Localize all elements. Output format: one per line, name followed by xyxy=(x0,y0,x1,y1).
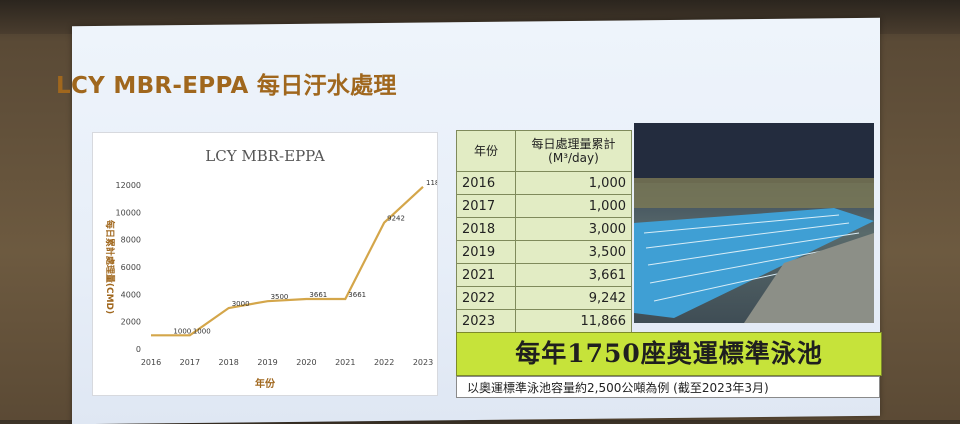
capacity-table: 年份 每日處理量累計 (M³/day) 2016 1,000 2017 1,000 201… xyxy=(456,130,632,333)
y-tick-label: 0 xyxy=(136,345,141,354)
y-tick-label: 12000 xyxy=(116,181,141,190)
table-header-capacity-line: (M³/day) xyxy=(548,151,599,165)
chart-svg: LCY MBR-EPPA 0 2000 4000 6000 8000 10000 12000 2… xyxy=(104,147,437,390)
x-tick-label: 2019 xyxy=(257,358,277,367)
table-cell-year: 2021 xyxy=(456,263,516,287)
x-tick-label: 2017 xyxy=(180,358,200,367)
table-row: 2017 1,000 xyxy=(456,194,632,218)
swimming-pool-photo xyxy=(634,123,874,323)
table-row: 2023 11,866 xyxy=(456,309,632,333)
table-cell-year: 2019 xyxy=(456,240,516,264)
table-cell-year: 2018 xyxy=(456,217,516,241)
x-tick-label: 2016 xyxy=(141,358,161,367)
table-header-capacity: 每日處理量累計 (M³/day) xyxy=(515,130,632,172)
x-tick-label: 2023 xyxy=(413,358,433,367)
table-row: 2022 9,242 xyxy=(456,286,632,310)
x-axis-label: 年份 xyxy=(255,377,276,390)
table-row: 2021 3,661 xyxy=(456,263,632,287)
slide-title: LCY MBR-EPPA 每日汙水處理 xyxy=(56,73,397,99)
y-axis-label: 每日累計處理量(CMD) xyxy=(104,220,116,314)
x-tick-label: 2022 xyxy=(374,358,394,367)
pool-water xyxy=(634,208,874,318)
data-label: 1000 xyxy=(193,327,211,335)
y-tick-label: 10000 xyxy=(116,208,141,217)
table-row: 2019 3,500 xyxy=(456,240,632,264)
olympic-pool-banner: 每年1750座奧運標準泳池 xyxy=(456,332,882,376)
table-cell-capacity: 3,500 xyxy=(515,240,632,264)
line-chart: LCY MBR-EPPA 0 2000 4000 6000 8000 10000 12000 2… xyxy=(92,132,438,396)
table-cell-capacity: 3,000 xyxy=(515,217,632,241)
table-header-capacity-line: 每日處理量累計 xyxy=(531,137,616,151)
data-label: 3500 xyxy=(271,293,289,301)
pool-illustration xyxy=(634,123,874,323)
table-cell-capacity: 11,866 xyxy=(515,309,632,333)
table-cell-capacity: 1,000 xyxy=(515,194,632,218)
table-cell-capacity: 9,242 xyxy=(515,286,632,310)
chart-title: LCY MBR-EPPA xyxy=(205,147,325,165)
data-label: 11866 xyxy=(426,179,437,187)
x-tick-label: 2020 xyxy=(296,358,316,367)
table-row: 2016 1,000 xyxy=(456,171,632,195)
table-header-year: 年份 xyxy=(456,130,516,172)
y-tick-label: 8000 xyxy=(121,236,141,245)
table-cell-capacity: 1,000 xyxy=(515,171,632,195)
footnote: 以奧運標準泳池容量約2,500公噸為例 (截至2023年3月) xyxy=(456,376,880,398)
table-cell-year: 2017 xyxy=(456,194,516,218)
series-line xyxy=(151,186,424,337)
table-cell-year: 2023 xyxy=(456,309,516,333)
spectator-stands xyxy=(634,178,874,208)
table-cell-year: 2016 xyxy=(456,171,516,195)
table-row: 2018 3,000 xyxy=(456,217,632,241)
table-cell-year: 2022 xyxy=(456,286,516,310)
arena-roof xyxy=(634,123,874,183)
x-tick-label: 2018 xyxy=(219,358,239,367)
pool-deck xyxy=(744,233,874,323)
table-cell-capacity: 3,661 xyxy=(515,263,632,287)
x-tick-label: 2021 xyxy=(335,358,355,367)
data-label: 1000 xyxy=(173,327,191,335)
data-label: 3661 xyxy=(309,291,327,299)
y-tick-label: 6000 xyxy=(121,263,141,272)
data-label: 9242 xyxy=(387,215,405,223)
data-label: 3000 xyxy=(232,300,250,308)
table-header-row: 年份 每日處理量累計 (M³/day) xyxy=(456,130,632,172)
y-tick-label: 2000 xyxy=(121,318,141,327)
y-tick-label: 4000 xyxy=(121,290,141,299)
data-label: 3661 xyxy=(348,291,366,299)
